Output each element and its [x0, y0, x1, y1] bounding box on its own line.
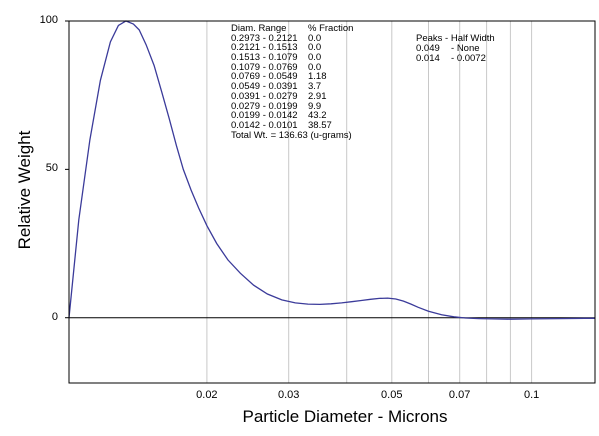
- table-cell-fraction: 2.91: [308, 90, 327, 102]
- x-tick-label: 0.02: [196, 389, 218, 401]
- peak-halfwidth: None: [456, 43, 480, 54]
- table-header: Diam. Range % Fraction: [231, 24, 353, 34]
- x-tick-label: 0.1: [523, 389, 540, 401]
- table-cell-fraction: 1.18: [308, 71, 327, 83]
- plot-frame: [68, 20, 596, 384]
- table-cell-range: 0.0279 - 0.0199: [231, 100, 298, 112]
- table-row: 0.0391 - 0.0279 2.91: [231, 92, 353, 102]
- table-row: 0.2121 - 0.1513 0.0: [231, 43, 353, 53]
- table-row: 0.0199 - 0.0142 43.2: [231, 111, 353, 121]
- y-tick-marks: [65, 20, 69, 319]
- peaks-header-peaks: Peaks: [416, 33, 443, 44]
- table-cell-fraction: 9.9: [308, 100, 322, 112]
- table-cell-range: 0.0549 - 0.0391: [231, 81, 298, 93]
- table-row: 0.0769 - 0.0549 1.18: [231, 72, 353, 82]
- x-tick-label: 0.03: [277, 389, 300, 401]
- table-cell-range: 0.0199 - 0.0142: [231, 110, 298, 122]
- table-header-range: Diam. Range: [231, 23, 287, 34]
- table-row: 0.0142 - 0.0101 38.57: [231, 121, 353, 131]
- y-tick-label: 100: [39, 14, 58, 26]
- table-total: Total Wt. = 136.63 (u-grams): [231, 129, 352, 141]
- table-cell-fraction: 0.0: [308, 32, 322, 44]
- table-cell-range: 0.2121 - 0.1513: [231, 42, 298, 54]
- peak-value: 0.014: [416, 53, 440, 64]
- y-axis-label-wrap: Relative Weight: [10, 60, 40, 320]
- table-cell-fraction: 38.57: [308, 119, 332, 131]
- table-cell-fraction: 43.2: [308, 110, 327, 122]
- table-cell-range: 0.1079 - 0.0769: [231, 61, 298, 73]
- table-row: 0.1513 - 0.1079 0.0: [231, 53, 353, 63]
- x-tick-label: 0.05: [381, 389, 403, 401]
- table-cell-range: 0.1513 - 0.1079: [231, 52, 298, 64]
- table-cell-range: 0.2973 - 0.2121: [231, 32, 298, 44]
- table-row: 0.0279 - 0.0199 9.9: [231, 100, 353, 112]
- y-tick-label: 0: [51, 310, 58, 323]
- table-cell-range: 0.0142 - 0.0101: [231, 119, 298, 131]
- table-row: 0.2973 - 0.2121 0.0: [231, 32, 353, 44]
- table-header-fraction: % Fraction: [308, 23, 354, 34]
- peaks-table: Peaks - Half Width 0.049- None 0.014- 0.…: [416, 34, 495, 64]
- fraction-table: Diam. Range % Fraction 0.2973 - 0.2121 0.0…: [231, 24, 353, 140]
- table-row: 0.1079 - 0.0769 0.0: [231, 63, 353, 73]
- table-cell-fraction: 0.0: [308, 52, 322, 64]
- peaks-row: 0.014- 0.0072: [416, 53, 486, 64]
- table-cell-range: 0.0391 - 0.0279: [231, 90, 298, 102]
- x-axis-label: Particle Diameter - Microns: [242, 407, 448, 426]
- table-cell-fraction: 3.7: [308, 81, 322, 93]
- peaks-header-halfwidth: Half Width: [450, 33, 495, 44]
- table-cell-fraction: 0.0: [308, 42, 322, 54]
- y-axis-label: Relative Weight: [15, 130, 34, 250]
- peaks-header: Peaks - Half Width: [416, 33, 495, 44]
- series-line: [68, 20, 595, 320]
- y-tick-label: 50: [45, 162, 58, 175]
- peak-halfwidth: 0.0072: [456, 53, 486, 64]
- grid-layer: [206, 21, 533, 383]
- x-tick-label: 0.07: [448, 389, 471, 401]
- peaks-row: 0.049- None: [416, 43, 480, 54]
- table-cell-range: 0.0769 - 0.0549: [231, 71, 298, 83]
- table-cell-fraction: 0.0: [308, 61, 322, 73]
- peak-value: 0.049: [416, 43, 440, 54]
- table-row: 0.0549 - 0.0391 3.7: [231, 82, 353, 92]
